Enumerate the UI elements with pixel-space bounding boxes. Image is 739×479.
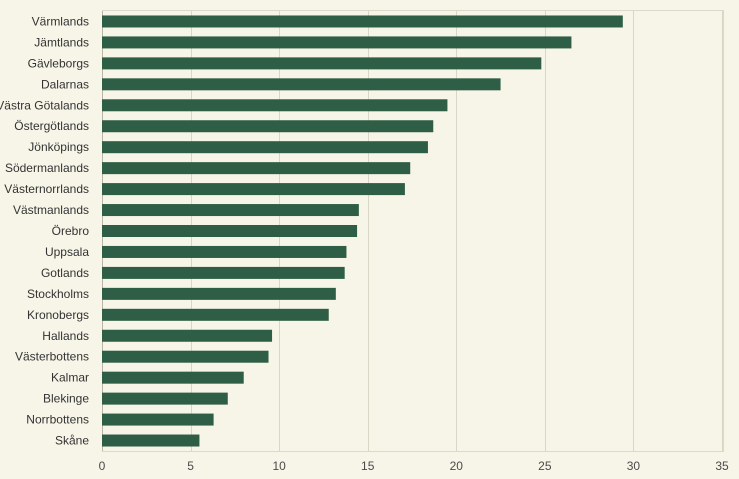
category-label: Södermanlands <box>5 161 89 175</box>
bar <box>102 204 359 217</box>
bar <box>102 225 358 237</box>
x-tick-label: 25 <box>538 459 552 473</box>
category-label: Kronobergs <box>27 308 89 322</box>
bar <box>102 413 214 426</box>
bar <box>102 141 428 154</box>
category-label: Uppsala <box>45 245 89 259</box>
category-label: Gävleborgs <box>28 56 89 70</box>
x-tick-label: 20 <box>450 459 464 473</box>
bar <box>102 183 405 196</box>
x-tick-label: 35 <box>715 459 729 473</box>
category-label: Kalmar <box>51 371 89 385</box>
category-label: Västernorrlands <box>4 182 89 196</box>
bar <box>102 392 228 405</box>
x-tick-labels: 0 5 10 15 20 25 30 35 <box>99 459 729 473</box>
x-tick-label: 0 <box>99 459 106 473</box>
bar <box>102 36 572 49</box>
bar <box>102 162 411 175</box>
category-label: Norrbottens <box>26 413 89 427</box>
category-label: Västra Götalands <box>0 98 89 112</box>
bar <box>102 266 345 279</box>
category-label: Dalarnas <box>41 77 89 91</box>
bar <box>102 350 269 363</box>
bar <box>102 287 336 300</box>
category-label: Gotlands <box>41 266 89 280</box>
category-labels: Värmlands Jämtlands Gävleborgs Dalarnas Väst… <box>0 14 89 447</box>
category-label: Värmlands <box>32 14 89 28</box>
bar <box>102 99 448 112</box>
bar <box>102 245 347 258</box>
x-tick-label: 30 <box>627 459 641 473</box>
category-label: Hallands <box>42 329 89 343</box>
bar <box>102 329 273 342</box>
bar <box>102 120 434 133</box>
category-label: Stockholms <box>27 287 89 301</box>
category-label: Jämtlands <box>34 35 89 49</box>
category-label: Skåne <box>55 434 89 448</box>
bar <box>102 15 623 28</box>
bar <box>102 57 542 70</box>
category-label: Östergötlands <box>14 119 89 133</box>
category-label: Västmanlands <box>13 203 89 217</box>
bar <box>102 78 501 91</box>
bar <box>102 308 329 321</box>
x-tick-label: 10 <box>272 459 286 473</box>
bar <box>102 434 200 447</box>
category-label: Västerbottens <box>15 350 89 364</box>
category-label: Blekinge <box>43 392 89 406</box>
x-tick-label: 15 <box>361 459 375 473</box>
category-label: Jönköpings <box>28 140 89 154</box>
bar <box>102 371 244 384</box>
x-tick-label: 5 <box>187 459 194 473</box>
bars <box>102 15 623 447</box>
category-label: Örebro <box>52 224 90 238</box>
